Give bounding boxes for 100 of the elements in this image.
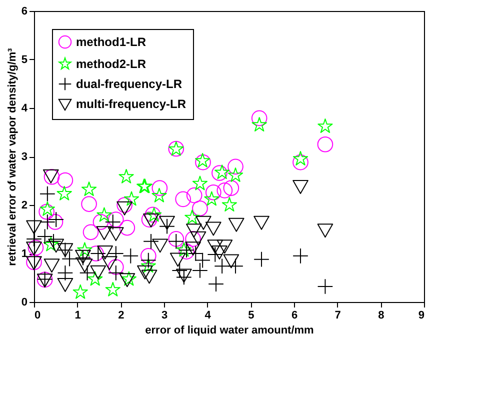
- point: [292, 154, 308, 170]
- x-tick-label: 0: [34, 310, 41, 322]
- point: [90, 265, 106, 280]
- point: [207, 246, 224, 262]
- legend-label: dual-frequency-LR: [76, 77, 182, 91]
- point: [216, 240, 233, 254]
- point: [140, 248, 156, 264]
- point: [185, 231, 201, 247]
- point: [228, 158, 244, 175]
- point: [317, 224, 334, 238]
- point: [108, 212, 124, 228]
- point: [292, 180, 308, 194]
- point: [205, 222, 222, 236]
- y-tick-label: 2: [21, 200, 28, 212]
- x-axis-title: error of liquid water amount/mm: [145, 324, 314, 336]
- point: [40, 186, 56, 202]
- point: [122, 248, 139, 264]
- point: [184, 210, 200, 224]
- point: [222, 197, 237, 212]
- legend-label: multi-frequency-LR: [76, 97, 186, 111]
- point: [141, 270, 158, 284]
- point: [228, 218, 244, 232]
- point: [212, 165, 228, 181]
- point: [82, 224, 99, 240]
- point: [62, 250, 78, 267]
- legend-label: method2-LR: [76, 57, 146, 71]
- point: [40, 214, 56, 230]
- x-tick-label: 7: [334, 310, 341, 322]
- x-tick-label: 6: [291, 310, 298, 322]
- point: [214, 258, 230, 274]
- point: [317, 278, 334, 294]
- point: [254, 251, 270, 268]
- point: [57, 264, 74, 281]
- point: [216, 182, 233, 198]
- point: [228, 258, 244, 274]
- point: [159, 216, 175, 230]
- point: [175, 191, 191, 208]
- point: [143, 233, 159, 250]
- x-tick-label: 5: [248, 310, 254, 322]
- point: [195, 152, 210, 168]
- point: [317, 136, 334, 152]
- point: [152, 180, 168, 196]
- point: [137, 265, 153, 280]
- point: [43, 236, 58, 252]
- y-tick-label: 0: [21, 296, 28, 308]
- point: [292, 248, 308, 264]
- point: [57, 278, 74, 292]
- point: [251, 110, 268, 126]
- point: [228, 168, 244, 182]
- point: [254, 216, 270, 230]
- point: [105, 282, 120, 296]
- point: [81, 196, 97, 212]
- y-tick-label: 3: [21, 151, 28, 163]
- y-tick-label: 4: [21, 102, 28, 114]
- point: [176, 242, 192, 257]
- point: [97, 246, 113, 260]
- point: [108, 246, 124, 262]
- point: [212, 246, 228, 260]
- point: [190, 231, 206, 246]
- point: [108, 264, 124, 281]
- point: [196, 216, 212, 230]
- y-tick-label: 6: [21, 6, 28, 18]
- x-tick-label: 3: [161, 310, 168, 322]
- point: [57, 172, 74, 188]
- point: [101, 256, 118, 270]
- point: [152, 188, 167, 202]
- point: [76, 258, 93, 273]
- point: [116, 197, 132, 213]
- point: [104, 214, 121, 230]
- point: [108, 259, 124, 275]
- point: [38, 204, 54, 220]
- point: [72, 284, 88, 299]
- point: [205, 184, 222, 200]
- point: [88, 271, 103, 286]
- y-axis-title: retrieval error of water vapor density/g/m³: [6, 48, 18, 266]
- y-tick-label: 1: [21, 248, 28, 260]
- point: [140, 252, 156, 268]
- point: [204, 191, 220, 206]
- point: [318, 118, 333, 133]
- point: [118, 168, 134, 184]
- point: [186, 224, 202, 238]
- legend-label: method1-LR: [76, 35, 146, 49]
- x-tick-label: 8: [378, 310, 384, 322]
- x-tick-label: 1: [74, 310, 81, 322]
- point: [195, 154, 211, 170]
- point: [207, 240, 224, 254]
- point: [48, 238, 64, 253]
- point: [81, 182, 97, 196]
- x-tick-label: 4: [204, 310, 212, 322]
- point: [170, 252, 186, 267]
- point: [96, 226, 112, 240]
- point: [124, 191, 140, 206]
- x-tick-label: 9: [418, 310, 424, 322]
- point: [192, 262, 208, 278]
- point: [92, 214, 109, 230]
- point: [192, 200, 208, 216]
- point: [214, 164, 230, 180]
- point: [223, 180, 240, 196]
- point: [40, 201, 55, 216]
- point: [208, 276, 224, 292]
